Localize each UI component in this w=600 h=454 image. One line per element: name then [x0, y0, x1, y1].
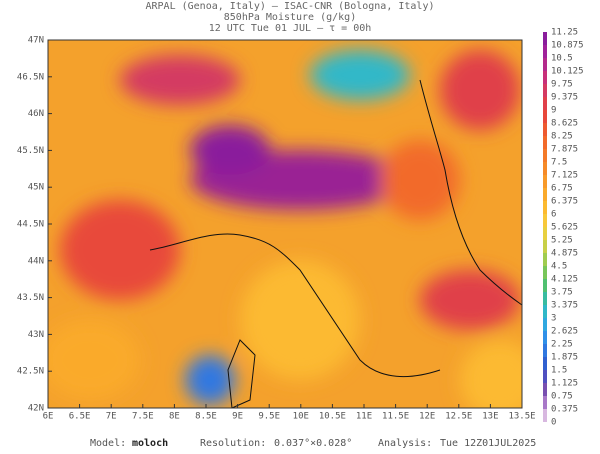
colorbar-swatch — [543, 84, 547, 97]
lon-label: 11E — [356, 412, 372, 422]
lon-label: 9E — [232, 412, 243, 422]
lat-label: 47N — [28, 36, 44, 46]
colorbar-swatch — [543, 344, 547, 357]
lat-label: 44.5N — [17, 220, 44, 230]
colorbar-swatch — [543, 136, 547, 149]
colorbar-swatch — [543, 253, 547, 266]
colorbar-swatch — [543, 71, 547, 84]
colorbar-swatch — [543, 370, 547, 383]
colorbar-label: 5.625 — [551, 223, 578, 233]
lon-label: 6.5E — [69, 412, 91, 422]
colorbar-swatch — [543, 175, 547, 188]
footer-value: moloch — [132, 438, 168, 449]
lon-label: 13E — [482, 412, 498, 422]
colorbar-label: 6.375 — [551, 197, 578, 207]
colorbar-label: 10.875 — [551, 41, 584, 51]
colorbar-label: 7.125 — [551, 171, 578, 181]
colorbar-label: 2.25 — [551, 340, 573, 350]
colorbar-swatch — [543, 396, 547, 409]
colorbar-swatch — [543, 279, 547, 292]
colorbar-label: 2.625 — [551, 327, 578, 337]
colorbar-label: 3.75 — [551, 288, 573, 298]
colorbar-label: 1.5 — [551, 366, 567, 376]
lon-label: 8E — [169, 412, 180, 422]
footer-label: Resolution: — [200, 438, 266, 449]
colorbar-swatch — [543, 32, 547, 45]
map-field — [48, 40, 522, 408]
colorbar-label: 0 — [551, 418, 556, 428]
colorbar-swatch — [543, 292, 547, 305]
lat-label: 42N — [28, 404, 44, 414]
lon-label: 7.5E — [132, 412, 154, 422]
lon-label: 10E — [293, 412, 309, 422]
colorbar-label: 11.25 — [551, 28, 578, 38]
colorbar-label: 4.875 — [551, 249, 578, 259]
lat-label: 43.5N — [17, 293, 44, 303]
colorbar-label: 9.75 — [551, 80, 573, 90]
lon-label: 12.5E — [445, 412, 472, 422]
colorbar-swatch — [543, 162, 547, 175]
colorbar-label: 6 — [551, 210, 556, 220]
lat-label: 45N — [28, 183, 44, 193]
colorbar-swatch — [543, 214, 547, 227]
colorbar-swatch — [543, 188, 547, 201]
colorbar-swatch — [543, 357, 547, 370]
colorbar-swatch — [543, 305, 547, 318]
lat-label: 44N — [28, 256, 44, 266]
lon-label: 7E — [106, 412, 117, 422]
lat-label: 42.5N — [17, 367, 44, 377]
colorbar-swatch — [543, 58, 547, 71]
lon-label: 12E — [419, 412, 435, 422]
colorbar-swatch — [543, 318, 547, 331]
header-line: 12 UTC Tue 01 JUL — τ = 00h — [209, 23, 372, 34]
lat-label: 46.5N — [17, 72, 44, 82]
colorbar-label: 3 — [551, 314, 556, 324]
lon-label: 9.5E — [258, 412, 280, 422]
lat-label: 46N — [28, 109, 44, 119]
colorbar-swatch — [543, 227, 547, 240]
colorbar-label: 6.75 — [551, 184, 573, 194]
lon-label: 13.5E — [508, 412, 535, 422]
colorbar-label: 4.125 — [551, 275, 578, 285]
lon-label: 11.5E — [382, 412, 409, 422]
lat-label: 43N — [28, 330, 44, 340]
lat-label: 45.5N — [17, 146, 44, 156]
colorbar-label: 1.125 — [551, 379, 578, 389]
colorbar-label: 7.875 — [551, 145, 578, 155]
colorbar-swatch — [543, 149, 547, 162]
footer-value: Tue 12Z01JUL2025 — [440, 438, 536, 449]
colorbar-swatch — [543, 45, 547, 58]
colorbar-swatch — [543, 110, 547, 123]
footer-label: Analysis: — [378, 438, 432, 449]
colorbar-label: 8.625 — [551, 119, 578, 129]
colorbar-swatch — [543, 201, 547, 214]
lon-label: 8.5E — [195, 412, 217, 422]
colorbar-label: 4.5 — [551, 262, 567, 272]
colorbar-label: 10.5 — [551, 54, 573, 64]
colorbar-swatch — [543, 409, 547, 422]
colorbar-label: 7.5 — [551, 158, 567, 168]
colorbar-label: 3.375 — [551, 301, 578, 311]
colorbar-label: 10.125 — [551, 67, 584, 77]
colorbar-label: 0.75 — [551, 392, 573, 402]
colorbar-swatch — [543, 331, 547, 344]
footer-label: Model: — [90, 438, 126, 449]
colorbar-label: 8.25 — [551, 132, 573, 142]
colorbar-label: 0.375 — [551, 405, 578, 415]
colorbar-swatch — [543, 123, 547, 136]
colorbar-label: 9.375 — [551, 93, 578, 103]
colorbar-label: 9 — [551, 106, 556, 116]
lon-label: 6E — [43, 412, 54, 422]
colorbar-label: 1.875 — [551, 353, 578, 363]
footer-value: 0.037°×0.028° — [274, 438, 352, 449]
colorbar-swatch — [543, 266, 547, 279]
colorbar-swatch — [543, 240, 547, 253]
lon-label: 10.5E — [319, 412, 346, 422]
colorbar-swatch — [543, 383, 547, 396]
header-line: ARPAL (Genoa, Italy) — ISAC-CNR (Bologna… — [146, 1, 435, 12]
colorbar-swatch — [543, 97, 547, 110]
colorbar-label: 5.25 — [551, 236, 573, 246]
header-line: 850hPa Moisture (g/kg) — [224, 12, 356, 23]
